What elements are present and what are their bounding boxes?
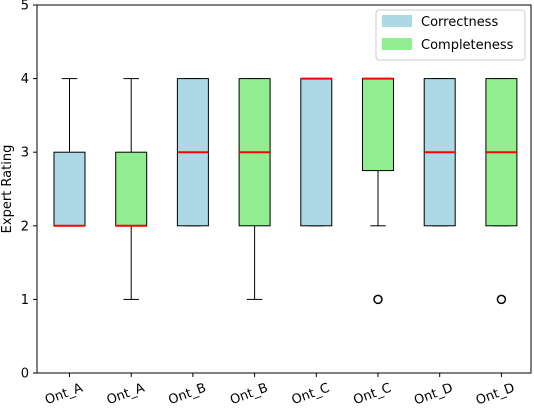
y-tick-label: 3: [21, 146, 29, 161]
box-body: [362, 78, 394, 172]
outlier-point: [373, 294, 383, 305]
box-7: [423, 78, 456, 227]
y-axis-title: Expert Rating: [0, 145, 15, 234]
x-tick-label: Ont_B: [228, 381, 270, 408]
x-tick-label: Ont_B: [166, 381, 208, 408]
x-tick-label: Ont_D: [412, 381, 455, 408]
x-tick-label: Ont_C: [290, 381, 332, 408]
legend-label-completeness: Completeness: [421, 38, 514, 53]
box-1: [53, 78, 86, 227]
box-4: [238, 78, 271, 300]
box-body: [300, 78, 333, 227]
boxes-layer: [53, 77, 518, 305]
box-body: [115, 151, 148, 227]
box-body: [53, 151, 86, 227]
y-tick-label: 4: [21, 72, 29, 87]
x-tick-label: Ont_D: [474, 381, 517, 408]
box-3: [176, 78, 209, 227]
y-tick-label: 5: [21, 0, 29, 14]
y-tick-label: 0: [21, 367, 29, 382]
y-axis: 0 1 2 3 4 5: [21, 0, 37, 382]
y-tick-label: 2: [21, 219, 29, 234]
x-tick-label: Ont_C: [351, 381, 393, 408]
x-tick-label: Ont_A: [43, 381, 85, 408]
legend-swatch-completeness: [382, 38, 412, 50]
box-5: [300, 77, 333, 227]
x-axis: Ont_A Ont_A Ont_B Ont_B Ont_C Ont_C Ont_D Ont_D: [43, 373, 517, 408]
box-8: [485, 78, 518, 305]
x-tick-label: Ont_A: [105, 381, 147, 408]
legend-swatch-correctness: [382, 15, 412, 27]
outlier-point: [496, 294, 507, 305]
y-tick-label: 1: [21, 293, 29, 308]
legend-label-correctness: Correctness: [421, 15, 498, 30]
legend-frame: [375, 9, 526, 61]
box-2: [115, 78, 148, 300]
legend: Correctness Completeness: [375, 9, 526, 61]
box-6: [362, 77, 394, 305]
plot-frame: [36, 4, 532, 374]
